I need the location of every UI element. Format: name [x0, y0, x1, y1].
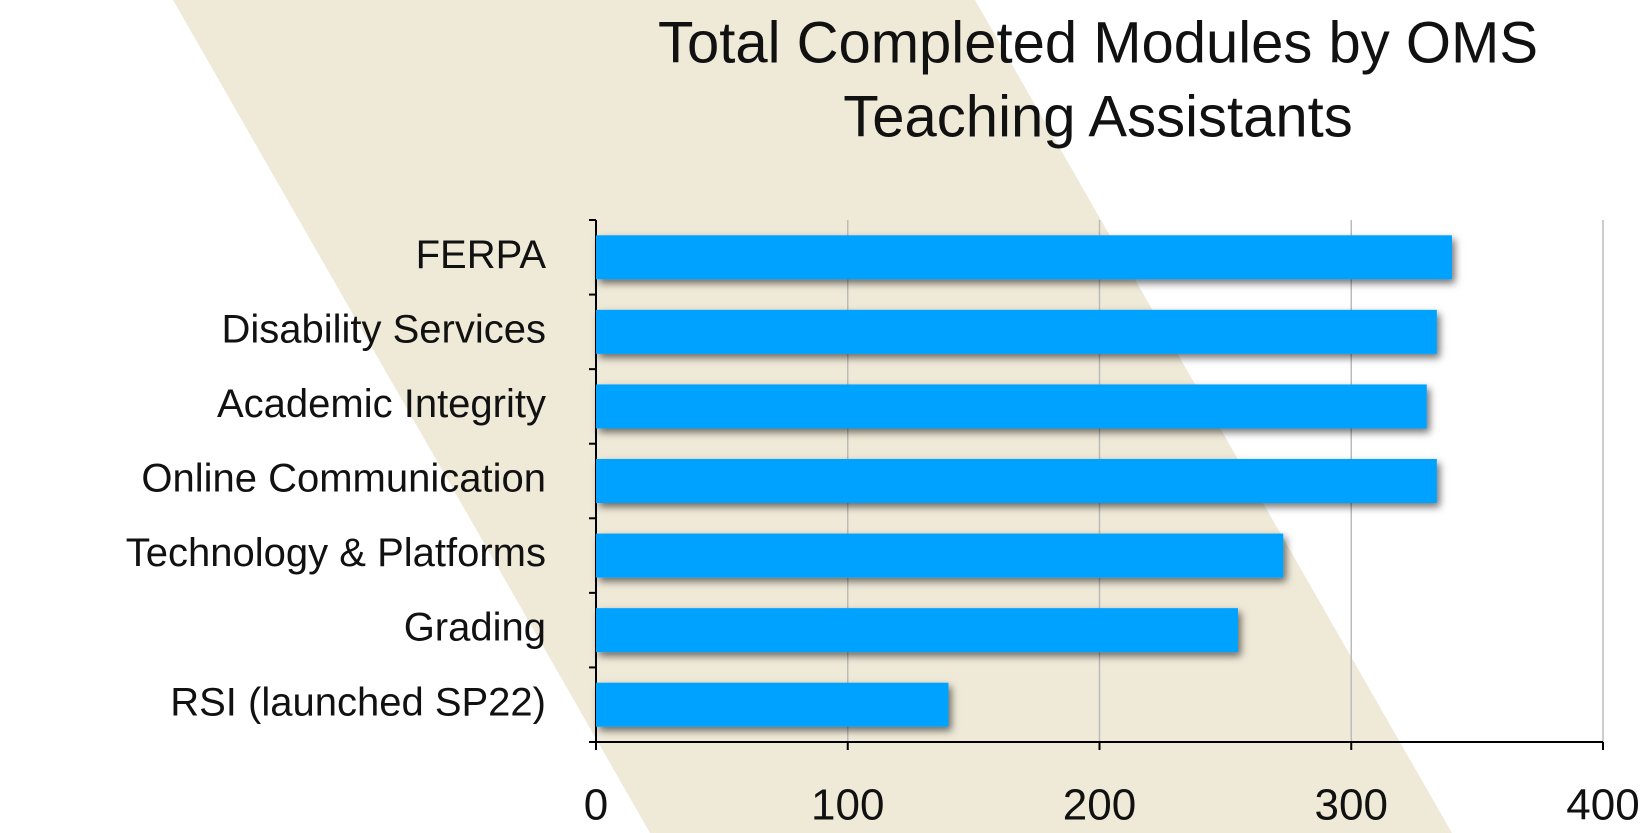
y-tick-label: Disability Services	[221, 307, 546, 351]
bar	[596, 608, 1238, 653]
bar	[596, 384, 1427, 429]
y-tick-label: Academic Integrity	[217, 382, 546, 426]
x-tick-label: 0	[584, 781, 608, 830]
bar	[596, 235, 1452, 280]
bar	[596, 459, 1437, 503]
y-tick-label: Online Communication	[141, 457, 546, 501]
x-tick-label: 200	[1063, 781, 1136, 830]
y-tick-label: Grading	[404, 606, 546, 650]
chart-title: Teaching Assistants	[843, 84, 1352, 149]
bar	[596, 533, 1284, 578]
x-tick-label: 300	[1315, 781, 1388, 830]
bar	[596, 682, 949, 727]
y-tick-label: FERPA	[416, 233, 547, 277]
y-tick-label: RSI (launched SP22)	[170, 680, 546, 724]
x-tick-label: 100	[811, 781, 884, 830]
x-tick-label: 400	[1566, 781, 1639, 830]
chart-title: Total Completed Modules by OMS	[658, 10, 1538, 75]
y-tick-label: Technology & Platforms	[126, 531, 546, 575]
bar	[596, 309, 1437, 354]
